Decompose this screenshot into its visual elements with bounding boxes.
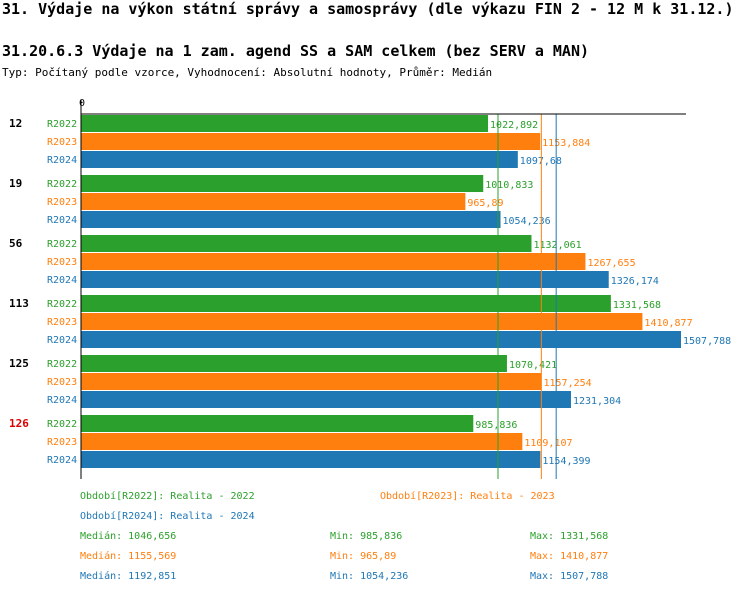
stat-median: Medián: 1046,656: [80, 530, 176, 542]
bar-value-label: 1154,399: [542, 456, 590, 467]
bar: [81, 175, 484, 192]
bar: [81, 355, 507, 372]
bar: [81, 235, 532, 252]
bar: [81, 313, 643, 330]
stat-min: Min: 985,836: [330, 531, 402, 542]
series-label: R2022: [47, 119, 77, 130]
bar: [81, 391, 571, 408]
series-label: R2022: [47, 359, 77, 370]
stat-min: Min: 1054,236: [330, 571, 408, 582]
bar-value-label: 1109,107: [524, 438, 572, 449]
bar-value-label: 1132,061: [533, 240, 581, 251]
stat-max: Max: 1331,568: [530, 531, 608, 542]
bar-value-label: 1157,254: [544, 378, 592, 389]
bar: [81, 211, 501, 228]
category-label: 113: [9, 297, 29, 310]
bar-value-label: 1070,421: [509, 360, 557, 371]
chart-section-title: 31. Výdaje na výkon státní správy a samo…: [2, 0, 734, 18]
bar: [81, 133, 541, 150]
stat-max: Max: 1410,877: [530, 551, 608, 562]
legend-item: Období[R2023]: Realita - 2023: [380, 490, 555, 502]
bar-value-label: 1010,833: [485, 180, 533, 191]
series-label: R2022: [47, 239, 77, 250]
chart-title: 31.20.6.3 Výdaje na 1 zam. agend SS a SA…: [2, 42, 589, 60]
stat-max: Max: 1507,788: [530, 571, 608, 582]
series-label: R2023: [47, 437, 77, 448]
series-label: R2024: [47, 275, 77, 286]
series-label: R2022: [47, 299, 77, 310]
series-label: R2023: [47, 197, 77, 208]
legend-item: Období[R2022]: Realita - 2022: [80, 490, 255, 502]
bar-value-label: 965,89: [467, 198, 503, 209]
category-label: 19: [9, 177, 22, 190]
series-label: R2023: [47, 317, 77, 328]
series-label: R2024: [47, 395, 77, 406]
series-label: R2024: [47, 455, 77, 466]
bar: [81, 331, 681, 348]
stat-median: Medián: 1192,851: [80, 570, 176, 582]
category-label: 125: [9, 357, 29, 370]
stat-min: Min: 965,89: [330, 551, 396, 562]
bar-value-label: 1326,174: [611, 276, 659, 287]
series-label: R2022: [47, 179, 77, 190]
bar: [81, 415, 474, 432]
bar: [81, 151, 518, 168]
series-label: R2023: [47, 377, 77, 388]
bar: [81, 271, 609, 288]
series-label: R2023: [47, 137, 77, 148]
bar: [81, 253, 586, 270]
bar: [81, 295, 611, 312]
axis-zero-label: 0: [79, 98, 85, 109]
bar-value-label: 1410,877: [644, 318, 692, 329]
category-label: 56: [9, 237, 23, 250]
stat-median: Medián: 1155,569: [80, 550, 176, 562]
series-label: R2024: [47, 335, 77, 346]
series-label: R2024: [47, 155, 77, 166]
legend-item: Období[R2024]: Realita - 2024: [80, 510, 255, 522]
bar: [81, 373, 542, 390]
bar-value-label: 1507,788: [683, 336, 731, 347]
bar-value-label: 1022,892: [490, 120, 538, 131]
bar-value-label: 1153,884: [542, 138, 590, 149]
bar: [81, 451, 541, 468]
bar-value-label: 1231,304: [573, 396, 621, 407]
series-label: R2022: [47, 419, 77, 430]
series-label: R2023: [47, 257, 77, 268]
bar-value-label: 985,836: [475, 420, 517, 431]
chart-info: Typ: Počítaný podle vzorce, Vyhodnocení:…: [2, 66, 493, 79]
bar-value-label: 1267,655: [587, 258, 635, 269]
bar: [81, 193, 466, 210]
category-label: 12: [9, 117, 22, 130]
series-label: R2024: [47, 215, 77, 226]
bar: [81, 115, 489, 132]
bar-value-label: 1331,568: [613, 300, 661, 311]
category-label: 126: [9, 417, 29, 430]
bar: [81, 433, 523, 450]
bar-value-label: 1054,236: [503, 216, 551, 227]
